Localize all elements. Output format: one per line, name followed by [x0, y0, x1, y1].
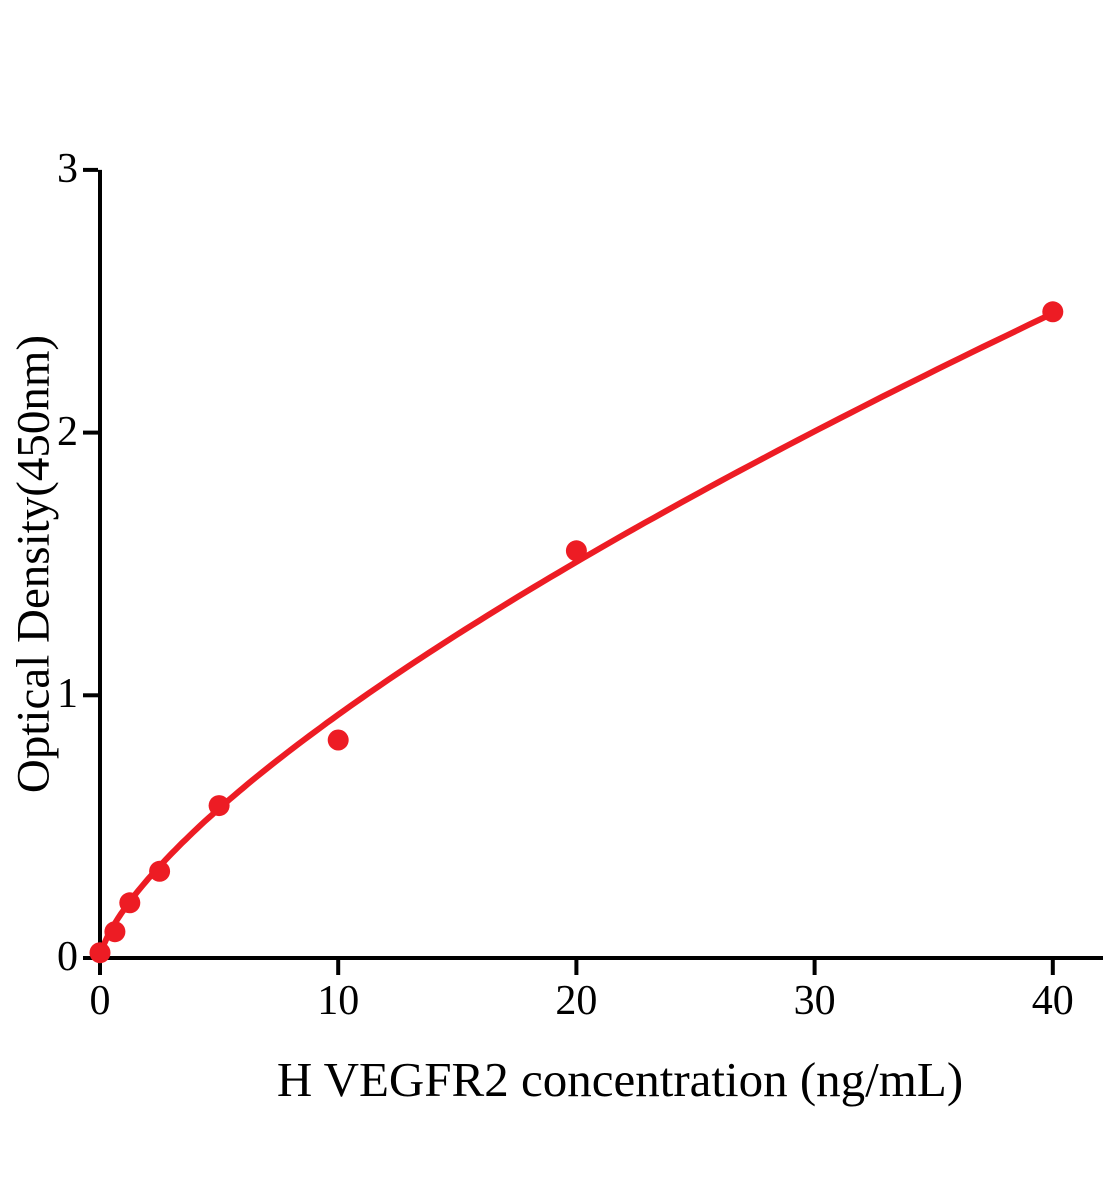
y-tick-label: 0 — [57, 934, 78, 981]
x-tick-label: 0 — [89, 978, 111, 1024]
y-tick-label: 2 — [57, 408, 78, 455]
x-tick-label: 40 — [1031, 978, 1074, 1024]
data-point — [89, 942, 111, 964]
x-tick-label: 10 — [317, 978, 360, 1024]
data-point — [327, 729, 349, 751]
fit-curve — [97, 310, 1056, 961]
data-point — [104, 921, 126, 943]
data-points — [89, 301, 1064, 964]
data-point — [1042, 301, 1064, 323]
data-point — [565, 540, 587, 562]
data-point — [149, 860, 171, 882]
y-tick-label: 1 — [57, 671, 78, 718]
data-point — [208, 795, 230, 817]
y-tick-label: 3 — [57, 146, 78, 193]
y-axis-title: Optical Density(450nm) — [7, 334, 60, 794]
fit-curve-path — [97, 310, 1056, 961]
data-point — [119, 892, 141, 914]
x-axis-title: H VEGFR2 concentration (ng/mL) — [276, 1052, 964, 1107]
x-tick-label: 20 — [555, 978, 598, 1024]
axes — [83, 167, 1103, 975]
x-tick-label: 30 — [793, 978, 836, 1024]
